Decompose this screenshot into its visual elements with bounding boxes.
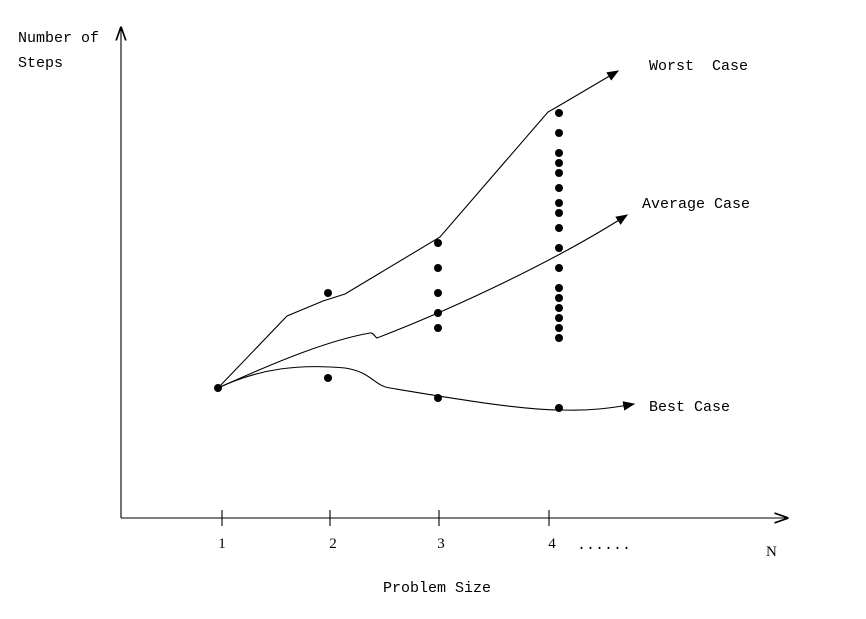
x-tick-label-4: 4 — [548, 536, 556, 552]
data-point — [555, 324, 563, 332]
worst-case-label: Worst Case — [649, 58, 748, 75]
average-case-label: Average Case — [642, 196, 750, 213]
data-point — [214, 384, 222, 392]
data-point — [555, 294, 563, 302]
x-axis-label: Problem Size — [383, 580, 491, 597]
data-point — [555, 159, 563, 167]
data-point — [434, 289, 442, 297]
data-point — [324, 289, 332, 297]
data-point — [555, 334, 563, 342]
data-point — [434, 239, 442, 247]
data-point — [555, 209, 563, 217]
data-point — [434, 264, 442, 272]
data-point — [555, 199, 563, 207]
data-point — [555, 314, 563, 322]
data-point — [555, 404, 563, 412]
best-case-curve — [217, 366, 636, 411]
best-case-label: Best Case — [649, 399, 730, 416]
data-point — [555, 109, 563, 117]
data-point — [555, 244, 563, 252]
data-point — [434, 309, 442, 317]
data-point — [555, 149, 563, 157]
data-point — [555, 224, 563, 232]
worst-case-curve — [217, 70, 620, 389]
data-point — [434, 324, 442, 332]
y-axis-label-line2: Steps — [18, 55, 63, 72]
data-points — [214, 109, 563, 412]
x-tick-label-3: 3 — [437, 536, 445, 552]
data-point — [555, 129, 563, 137]
data-point — [555, 304, 563, 312]
y-axis-label-line1: Number of — [18, 30, 99, 47]
x-axis-end-label: N — [766, 544, 777, 560]
x-ticks — [221, 510, 550, 526]
x-tick-continuation: ...... — [577, 537, 631, 554]
data-point — [555, 284, 563, 292]
average-case-curve — [217, 214, 629, 389]
data-point — [555, 184, 563, 192]
data-point — [555, 264, 563, 272]
data-point — [434, 394, 442, 402]
data-point — [555, 169, 563, 177]
x-tick-label-2: 2 — [329, 536, 337, 552]
data-point — [324, 374, 332, 382]
x-tick-label-1: 1 — [218, 536, 226, 552]
